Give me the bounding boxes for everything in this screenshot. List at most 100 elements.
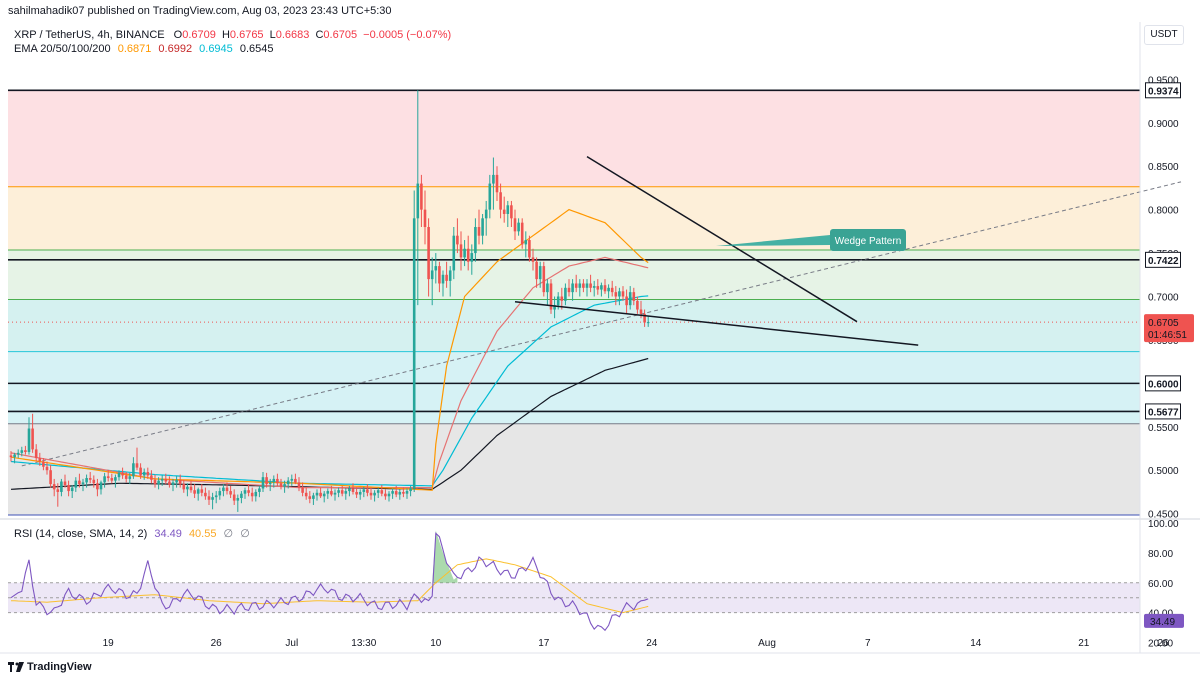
candle — [214, 491, 218, 504]
candle-body — [182, 484, 186, 490]
candle — [337, 487, 340, 498]
candle — [229, 485, 232, 499]
candle — [196, 487, 200, 501]
ema-label[interactable]: EMA 20/50/100/200 — [14, 43, 111, 55]
candle — [571, 279, 574, 301]
rsi-overbought-fill — [428, 530, 458, 583]
candle — [520, 218, 524, 249]
candle-body — [474, 227, 477, 254]
candle — [286, 477, 290, 489]
candle — [121, 467, 124, 479]
ema-row: EMA 20/50/100/200 0.6871 0.6992 0.6945 0… — [14, 42, 451, 56]
currency-button[interactable]: USDT — [1144, 25, 1184, 45]
candle-body — [74, 480, 78, 488]
candle-body — [200, 489, 204, 493]
candle — [499, 183, 502, 219]
fib-zone — [8, 186, 1140, 250]
candle — [78, 473, 81, 488]
candle-body — [236, 498, 240, 501]
candle-body — [322, 493, 326, 497]
rsi-extra-2: ∅ — [240, 528, 250, 540]
candle-body — [463, 248, 466, 258]
candle-body — [160, 478, 164, 481]
rsi-label[interactable]: RSI (14, close, SMA, 14, 2) — [14, 528, 148, 540]
candle — [531, 248, 535, 271]
candle-body — [420, 183, 423, 210]
candle-body — [27, 428, 31, 452]
wedge-lower-line[interactable] — [514, 300, 919, 346]
wedge-upper-line[interactable] — [586, 156, 858, 323]
candle — [481, 213, 484, 245]
callout-label: Wedge Pattern — [835, 236, 902, 247]
candle-body — [70, 487, 74, 492]
candle — [488, 174, 492, 219]
publisher-text: sahilmahadik07 published on TradingView.… — [8, 5, 392, 17]
candle — [236, 494, 240, 512]
callout-pointer — [716, 235, 830, 246]
candle-body — [477, 227, 481, 236]
candle — [596, 279, 600, 295]
footer-brand[interactable]: TradingView — [8, 661, 92, 673]
rsi-value-tag-label: 34.49 — [1150, 617, 1175, 628]
candle — [376, 487, 380, 499]
candle-body — [603, 285, 607, 292]
candle — [456, 218, 459, 254]
candle-body — [589, 283, 592, 288]
candle — [409, 485, 412, 497]
candle — [600, 282, 603, 297]
candle-body — [344, 491, 348, 494]
candle — [164, 473, 168, 485]
candle-body — [218, 491, 222, 496]
symbol-label[interactable]: XRP / TetherUS, 4h, BINANCE — [14, 29, 165, 41]
time-tick-label: 13:30 — [351, 638, 376, 649]
candle — [182, 479, 186, 493]
candle-body — [279, 483, 283, 487]
candle — [348, 485, 351, 497]
candle — [247, 484, 250, 497]
candle-body — [646, 322, 650, 324]
candle — [110, 473, 114, 484]
candle — [358, 489, 362, 500]
candle-body — [556, 296, 560, 306]
candle-body — [189, 486, 193, 491]
candle — [495, 166, 499, 201]
candle-body — [445, 274, 448, 281]
candle-body — [369, 492, 373, 496]
candle — [193, 484, 196, 499]
candle-body — [546, 283, 549, 293]
candle-body — [337, 490, 340, 493]
candle — [513, 209, 517, 241]
candle-body — [330, 491, 333, 495]
candle-body — [63, 481, 67, 485]
candle-body — [553, 305, 556, 310]
candle-body — [574, 283, 578, 288]
candle — [225, 482, 229, 495]
candle-body — [430, 270, 434, 280]
candle-body — [614, 292, 618, 297]
callout-box[interactable] — [830, 229, 906, 251]
price-line-tag-label: 0.5677 — [1148, 407, 1179, 418]
candle — [366, 484, 369, 497]
candle-body — [600, 285, 603, 290]
candle — [459, 231, 463, 271]
candle — [502, 196, 506, 223]
candle-body — [639, 309, 643, 314]
candle-body — [348, 488, 351, 492]
candle-body — [142, 471, 146, 476]
candle — [510, 200, 513, 228]
time-tick-label: 14 — [970, 638, 982, 649]
candle-body — [13, 454, 16, 458]
candle-body — [229, 491, 232, 495]
candle-body — [49, 470, 52, 485]
candle-body — [517, 222, 520, 232]
annotations: Wedge Pattern — [716, 229, 906, 251]
candle-body — [373, 492, 376, 496]
dashed-trend-line[interactable] — [21, 181, 1182, 467]
symbol-row: XRP / TetherUS, 4h, BINANCE O0.6709 H0.6… — [14, 28, 451, 42]
candle — [96, 478, 99, 497]
candle — [362, 486, 366, 498]
candle — [355, 487, 358, 499]
candle-body — [319, 492, 322, 497]
candle — [88, 471, 92, 484]
